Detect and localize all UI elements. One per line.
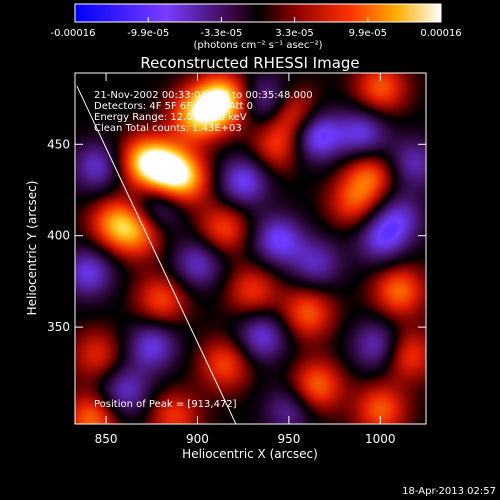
heatmap-image	[75, 73, 426, 424]
colorbar-tick-label: 9.9e-05	[349, 28, 387, 39]
axes: 850 900 950 1000 350 400 450	[47, 73, 426, 446]
y-axis-label: Heliocentric Y (arcsec)	[25, 181, 39, 316]
annotation-block: 21-Nov-2002 00:33:04.000 to 00:35:48.000…	[94, 90, 313, 410]
heatmap-canvas	[75, 73, 426, 424]
colorbar-tick-label: -3.3e-05	[200, 28, 242, 39]
y-tick-label: 450	[47, 137, 70, 151]
x-tick-label: 1000	[365, 432, 396, 446]
colorbar: -0.00016 -9.9e-05 -3.3e-05 3.3e-05 9.9e-05 0.…	[51, 3, 462, 51]
annotation-clean-counts: Clean Total counts: 1.43E+03	[94, 123, 242, 134]
solar-limb-line	[76, 85, 237, 424]
plot-area	[75, 73, 426, 424]
annotation-time-range: 21-Nov-2002 00:33:04.000 to 00:35:48.000	[94, 90, 313, 101]
x-axis-label: Heliocentric X (arcsec)	[182, 447, 318, 461]
annotation-energy-range: Energy Range: 12.0 - 25.0 keV	[94, 112, 247, 123]
y-tick-label: 350	[47, 320, 70, 334]
colorbar-tick-label: 3.3e-05	[275, 28, 313, 39]
colorbar-tick-label: 0.00016	[420, 28, 461, 39]
x-tick-label: 850	[95, 432, 118, 446]
plot-frame	[74, 72, 427, 425]
colorbar-units-label: (photons cm⁻² s⁻¹ asec⁻²)	[193, 40, 322, 51]
colorbar-tick-label: -0.00016	[51, 28, 96, 39]
y-tick-label: 400	[47, 229, 70, 243]
x-tick-label: 900	[186, 432, 209, 446]
chart-title: Reconstructed RHESSI Image	[140, 54, 359, 72]
colorbar-gradient	[74, 3, 442, 23]
footer-timestamp: 18-Apr-2013 02:57	[402, 486, 496, 497]
annotation-detectors: Detectors: 4F 5F 6F 7F 8F, Att 0	[94, 101, 253, 112]
colorbar-tick-label: -9.9e-05	[127, 28, 169, 39]
colorbar-ticks: -0.00016 -9.9e-05 -3.3e-05 3.3e-05 9.9e-05 0.…	[51, 17, 462, 39]
x-tick-label: 950	[277, 432, 300, 446]
annotation-peak-position: Position of Peak = [913,472]	[94, 399, 237, 410]
